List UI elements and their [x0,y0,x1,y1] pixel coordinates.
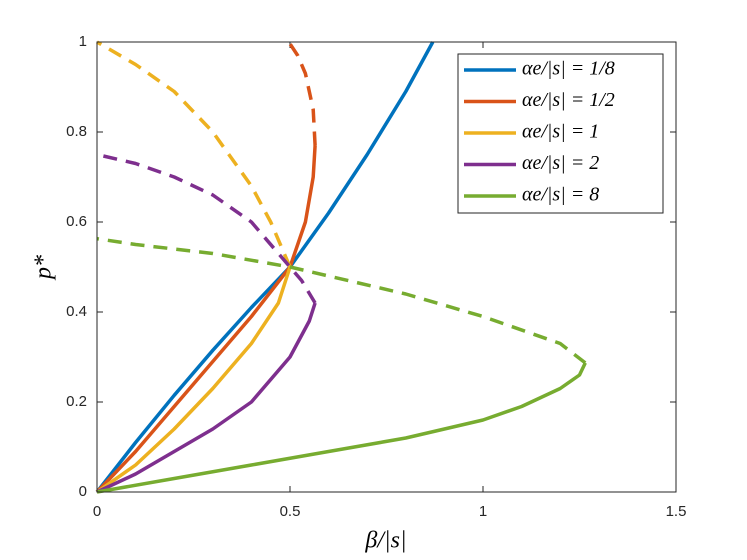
legend-label: αe/|s| = 1/8 [522,58,615,80]
axes-box [96,41,677,493]
line [95,145,317,494]
line [96,362,587,494]
x-tick-label: 0.5 [280,503,301,520]
x-tick-label: 0 [93,503,101,520]
y-tick-label: 0.8 [66,123,87,140]
y-tick-label: 0.2 [66,393,87,410]
dashed-line [96,152,317,304]
y-axis-label: p* [31,255,57,281]
y-tick-label: 0.4 [66,303,87,320]
x-tick-label: 1 [479,503,487,520]
legend-box [457,53,664,214]
x-tick-label: 1.5 [666,503,687,520]
line [96,302,317,494]
y-tick-label: 0 [79,483,87,500]
legend-label: αe/|s| = 1 [522,121,599,143]
line [95,266,292,494]
x-axis-label: β/|s| [364,528,406,554]
dashed-line [287,41,317,146]
dashed-line [96,236,587,365]
y-tick-label: 0.6 [66,213,87,230]
legend-label: αe/|s| = 1/2 [522,89,615,111]
dashed-line [96,40,292,268]
line [95,41,435,494]
legend-label: αe/|s| = 2 [522,152,599,174]
legend-label: αe/|s| = 8 [522,184,599,206]
y-tick-label: 1 [79,33,87,50]
